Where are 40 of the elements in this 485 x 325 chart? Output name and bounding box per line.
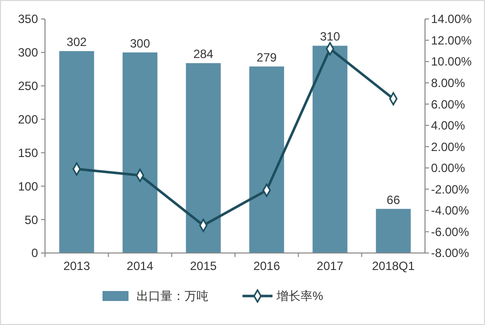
y-tick-label: 250 <box>18 79 38 94</box>
y-tick-label: 350 <box>18 12 38 26</box>
y2-tick-label: -2.00% <box>431 182 470 196</box>
data-label: 279 <box>256 50 277 64</box>
bar <box>59 51 94 253</box>
y2-tick-label: 10.00% <box>431 54 472 69</box>
x-tick-label: 2017 <box>316 259 344 273</box>
x-tick-label: 2016 <box>253 259 280 273</box>
x-tick-label: 2018Q1 <box>372 259 416 273</box>
legend-label: 出口量：万吨 <box>136 289 208 304</box>
bar <box>186 63 221 253</box>
y2-tick-label: 12.00% <box>431 33 472 48</box>
data-label: 310 <box>320 30 340 44</box>
y-tick-label: 200 <box>18 112 38 126</box>
y2-tick-label: 4.00% <box>431 118 466 133</box>
y2-tick-label: -4.00% <box>431 204 470 218</box>
y2-tick-label: 6.00% <box>431 97 466 112</box>
bar <box>312 46 348 253</box>
bar <box>249 66 284 253</box>
y2-tick-label: 14.00% <box>431 12 472 26</box>
y-tick-label: 50 <box>24 212 38 227</box>
y2-tick-label: 8.00% <box>431 76 466 90</box>
data-label: 284 <box>193 47 214 62</box>
data-label: 302 <box>66 35 87 50</box>
bar <box>376 208 411 253</box>
bar <box>122 52 158 253</box>
y-tick-label: 300 <box>18 46 38 60</box>
x-tick-label: 2014 <box>126 259 154 273</box>
y-tick-label: 100 <box>18 179 38 194</box>
x-tick-label: 2013 <box>63 259 90 273</box>
y2-tick-label: 0.00% <box>431 161 466 176</box>
y-tick-label: 150 <box>18 146 38 160</box>
y-tick-label: 0 <box>31 246 38 260</box>
y2-tick-label: -8.00% <box>431 246 470 260</box>
x-tick-label: 2015 <box>190 259 218 273</box>
y2-tick-label: 2.00% <box>431 140 466 154</box>
data-label: 66 <box>386 192 400 207</box>
legend-label: 增长率% <box>276 289 324 304</box>
y2-tick-label: -6.00% <box>431 224 470 239</box>
data-label: 300 <box>130 36 150 50</box>
